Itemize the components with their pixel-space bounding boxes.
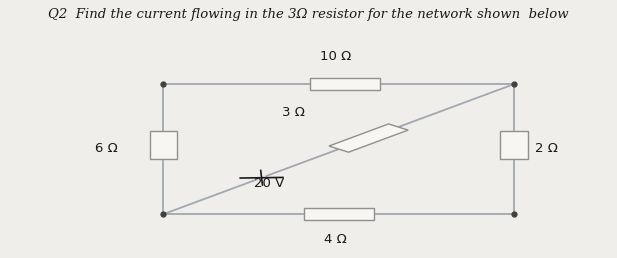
Text: 20 V: 20 V — [254, 177, 284, 190]
Bar — [310, 78, 379, 90]
Bar — [304, 208, 373, 220]
Bar — [150, 131, 177, 159]
Text: 4 Ω: 4 Ω — [325, 233, 347, 246]
Polygon shape — [329, 124, 408, 152]
Text: 2 Ω: 2 Ω — [536, 142, 558, 155]
Text: 10 Ω: 10 Ω — [320, 51, 351, 63]
Text: 6 Ω: 6 Ω — [95, 142, 118, 155]
Bar — [500, 131, 528, 159]
Text: Q2  Find the current flowing in the 3Ω resistor for the network shown  below: Q2 Find the current flowing in the 3Ω re… — [48, 8, 569, 21]
Text: 3 Ω: 3 Ω — [282, 106, 305, 119]
